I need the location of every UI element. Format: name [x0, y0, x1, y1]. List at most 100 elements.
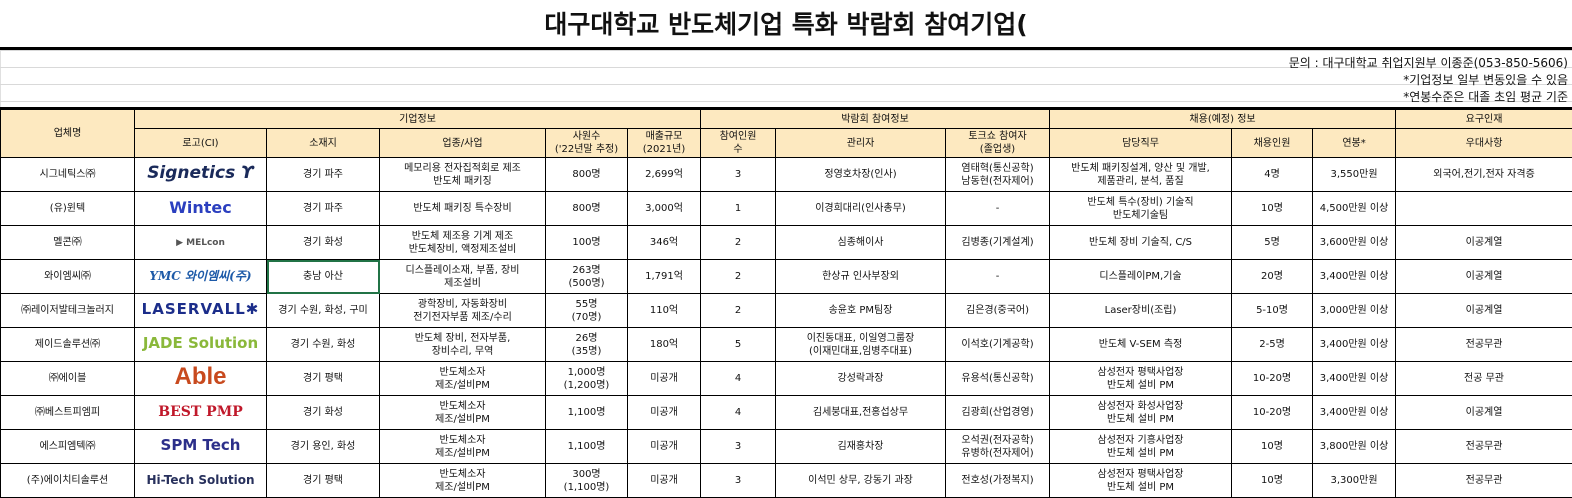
cell-revenue[interactable]: 3,000억: [627, 191, 701, 226]
cell-job[interactable]: 반도체 V-SEM 측정: [1049, 327, 1233, 362]
cell-company-name[interactable]: (주)에이치티솔루션: [0, 463, 135, 498]
cell-logo[interactable]: Able: [134, 361, 267, 396]
cell-preference[interactable]: 전공 무관: [1395, 361, 1572, 396]
cell-job[interactable]: 삼성전자 기흥사업장 반도체 설비 PM: [1049, 429, 1233, 464]
cell-location[interactable]: 경기 파주: [266, 191, 380, 226]
cell-employees[interactable]: 800명: [545, 157, 628, 192]
cell-manager[interactable]: 이석민 상무, 강동기 과장: [775, 463, 946, 498]
cell-revenue[interactable]: 미공개: [627, 463, 701, 498]
cell-attendees[interactable]: 4: [700, 395, 776, 430]
cell-attendees[interactable]: 5: [700, 327, 776, 362]
cell-location[interactable]: 경기 수원, 화성: [266, 327, 380, 362]
cell-talkshow[interactable]: 전호성(가정복지): [944, 463, 1051, 498]
cell-attendees[interactable]: 1: [700, 191, 776, 226]
cell-employees[interactable]: 55명 (70명): [545, 293, 628, 328]
cell-business[interactable]: 반도체 제조용 기계 제조 반도체장비, 액정제조설비: [379, 225, 546, 260]
cell-location[interactable]: 경기 파주: [266, 157, 380, 192]
cell-talkshow[interactable]: 김병종(기계설계): [944, 225, 1051, 260]
cell-business[interactable]: 반도체소자 제조/설비PM: [379, 429, 546, 464]
cell-salary[interactable]: 4,500만원 이상: [1312, 191, 1397, 226]
cell-business[interactable]: 디스플레이소재, 부품, 장비 제조설비: [379, 259, 546, 294]
cell-employees[interactable]: 300명 (1,100명): [545, 463, 628, 498]
cell-preference[interactable]: 전공무관: [1395, 429, 1572, 464]
cell-business[interactable]: 반도체소자 제조/설비PM: [379, 463, 546, 498]
cell-business[interactable]: 반도체 장비, 전자부품, 장비수리, 무역: [379, 327, 546, 362]
cell-company-name[interactable]: 제이드솔루션㈜: [0, 327, 135, 362]
cell-job[interactable]: 삼성전자 평택사업장 반도체 설비 PM: [1049, 463, 1233, 498]
cell-company-name[interactable]: ㈜레이저발테크놀러지: [0, 293, 135, 328]
cell-preference[interactable]: 외국어,전기,전자 자격증: [1395, 157, 1572, 192]
cell-business[interactable]: 반도체 패키징 특수장비: [379, 191, 546, 226]
cell-company-name[interactable]: 멜콘㈜: [0, 225, 135, 260]
cell-logo[interactable]: JADE Solution: [134, 327, 267, 362]
cell-logo[interactable]: Hi-Tech Solution: [134, 463, 267, 498]
cell-salary[interactable]: 3,400만원 이상: [1312, 327, 1397, 362]
cell-logo[interactable]: Wintec: [134, 191, 267, 226]
cell-salary[interactable]: 3,400만원 이상: [1312, 259, 1397, 294]
cell-attendees[interactable]: 3: [700, 463, 776, 498]
cell-talkshow[interactable]: 김은경(중국어): [944, 293, 1051, 328]
cell-employees[interactable]: 1,100명: [545, 395, 628, 430]
cell-manager[interactable]: 김재홍차장: [775, 429, 946, 464]
cell-location[interactable]: 경기 화성: [266, 225, 380, 260]
cell-hires[interactable]: 5-10명: [1231, 293, 1314, 328]
cell-manager[interactable]: 한상규 인사부장외: [775, 259, 946, 294]
cell-talkshow[interactable]: 염태혁(통신공학) 남동현(전자제어): [944, 157, 1051, 192]
cell-hires[interactable]: 5명: [1231, 225, 1314, 260]
cell-manager[interactable]: 이경희대리(인사총무): [775, 191, 946, 226]
cell-talkshow[interactable]: 오석권(전자공학) 유병하(전자제어): [944, 429, 1051, 464]
cell-employees[interactable]: 263명 (500명): [545, 259, 628, 294]
cell-location[interactable]: 충남 아산: [266, 259, 380, 294]
cell-preference[interactable]: 전공무관: [1395, 463, 1572, 498]
cell-attendees[interactable]: 4: [700, 361, 776, 396]
cell-manager[interactable]: 심종해이사: [775, 225, 946, 260]
cell-hires[interactable]: 10명: [1231, 191, 1314, 226]
cell-employees[interactable]: 800명: [545, 191, 628, 226]
cell-job[interactable]: 반도체 장비 기술직, C/S: [1049, 225, 1233, 260]
cell-salary[interactable]: 3,550만원: [1312, 157, 1397, 192]
cell-company-name[interactable]: ㈜베스트피엠피: [0, 395, 135, 430]
cell-location[interactable]: 경기 평택: [266, 463, 380, 498]
cell-logo[interactable]: Signetics ϒ: [134, 157, 267, 192]
cell-company-name[interactable]: (유)윈텍: [0, 191, 135, 226]
cell-attendees[interactable]: 3: [700, 429, 776, 464]
cell-employees[interactable]: 100명: [545, 225, 628, 260]
cell-employees[interactable]: 1,000명 (1,200명): [545, 361, 628, 396]
cell-logo[interactable]: BEST PMP: [134, 395, 267, 430]
cell-location[interactable]: 경기 평택: [266, 361, 380, 396]
cell-revenue[interactable]: 346억: [627, 225, 701, 260]
cell-manager[interactable]: 정영호차장(인사): [775, 157, 946, 192]
cell-company-name[interactable]: 에스피엠텍㈜: [0, 429, 135, 464]
cell-job[interactable]: Laser장비(조립): [1049, 293, 1233, 328]
cell-hires[interactable]: 20명: [1231, 259, 1314, 294]
cell-attendees[interactable]: 3: [700, 157, 776, 192]
cell-hires[interactable]: 4명: [1231, 157, 1314, 192]
cell-talkshow[interactable]: 이석호(기계공학): [944, 327, 1051, 362]
cell-attendees[interactable]: 2: [700, 225, 776, 260]
cell-manager[interactable]: 김세붕대표,전홍섭상무: [775, 395, 946, 430]
cell-manager[interactable]: 송윤호 PM팀장: [775, 293, 946, 328]
cell-attendees[interactable]: 2: [700, 293, 776, 328]
cell-salary[interactable]: 3,300만원: [1312, 463, 1397, 498]
cell-attendees[interactable]: 2: [700, 259, 776, 294]
cell-job[interactable]: 반도체 패키징설계, 양산 및 개발, 제품관리, 분석, 품질: [1049, 157, 1233, 192]
cell-preference[interactable]: 이공계열: [1395, 225, 1572, 260]
cell-salary[interactable]: 3,000만원 이상: [1312, 293, 1397, 328]
cell-location[interactable]: 경기 화성: [266, 395, 380, 430]
cell-hires[interactable]: 10-20명: [1231, 395, 1314, 430]
cell-logo[interactable]: YMC 와이엠씨(주): [134, 259, 267, 294]
cell-employees[interactable]: 1,100명: [545, 429, 628, 464]
cell-hires[interactable]: 10-20명: [1231, 361, 1314, 396]
cell-location[interactable]: 경기 수원, 화성, 구미: [266, 293, 380, 328]
cell-salary[interactable]: 3,600만원 이상: [1312, 225, 1397, 260]
cell-hires[interactable]: 2-5명: [1231, 327, 1314, 362]
cell-employees[interactable]: 26명 (35명): [545, 327, 628, 362]
cell-preference[interactable]: 이공계열: [1395, 395, 1572, 430]
cell-manager[interactable]: 강성락과장: [775, 361, 946, 396]
cell-salary[interactable]: 3,400만원 이상: [1312, 395, 1397, 430]
cell-job[interactable]: 반도체 특수(장비) 기술직 반도체기술팀: [1049, 191, 1233, 226]
cell-job[interactable]: 디스플레이PM,기술: [1049, 259, 1233, 294]
cell-preference[interactable]: 이공계열: [1395, 293, 1572, 328]
cell-business[interactable]: 광학장비, 자동화장비 전기전자부품 제조/수리: [379, 293, 546, 328]
cell-revenue[interactable]: 미공개: [627, 395, 701, 430]
